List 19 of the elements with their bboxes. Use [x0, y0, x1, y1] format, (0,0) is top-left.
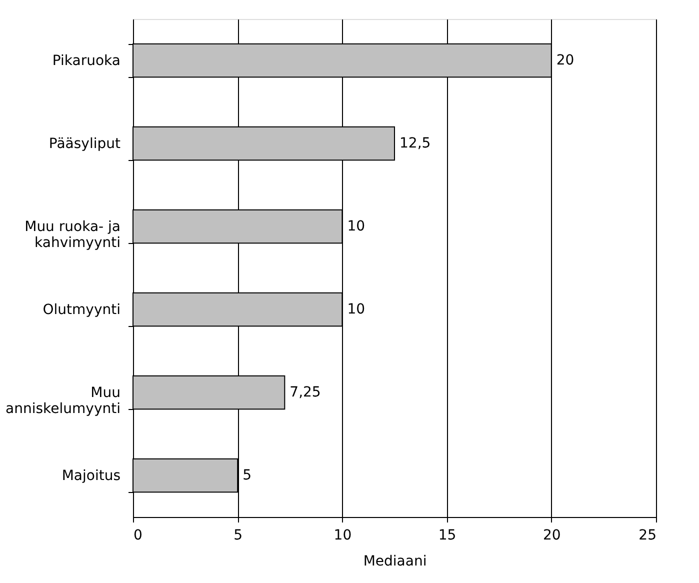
data-label: 20	[556, 52, 574, 68]
data-label: 7,25	[290, 384, 321, 400]
data-label: 10	[347, 218, 366, 234]
x-tick-label: 25	[638, 528, 656, 544]
data-label: 10	[347, 302, 366, 318]
y-tick-label: Pikaruoka	[52, 53, 120, 69]
x-tick-label: 20	[542, 528, 561, 544]
y-tick-label: Muu anniskelumyynti	[6, 385, 120, 417]
x-tick-label: 15	[438, 528, 456, 544]
y-tick-label: Olutmyynti	[42, 302, 120, 318]
y-tick-label: Pääsyliput	[48, 136, 121, 152]
x-tick-label: 5	[234, 528, 243, 544]
data-label: 5	[242, 468, 252, 484]
x-axis-title: Mediaani	[363, 554, 427, 570]
x-tick-label: 0	[134, 528, 142, 544]
y-tick-label: Muu ruoka- ja kahvimyynti	[24, 219, 120, 251]
data-label: 12,5	[400, 136, 431, 152]
y-tick-label: Majoitus	[62, 468, 120, 484]
x-tick-label: 10	[334, 528, 352, 544]
